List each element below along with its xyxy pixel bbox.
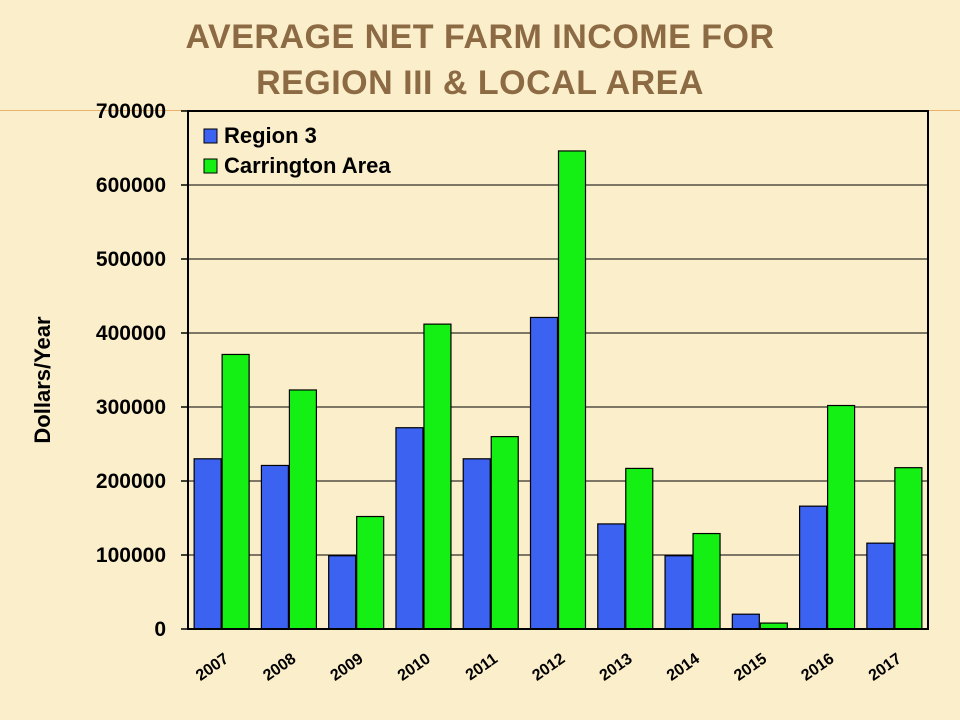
y-tick-label: 300000 xyxy=(96,396,166,419)
bar-region-3 xyxy=(328,555,357,630)
y-tick-label: 200000 xyxy=(96,470,166,493)
x-tick-label: 2014 xyxy=(664,650,703,684)
legend-swatch xyxy=(203,128,218,144)
bar-carrington-area xyxy=(692,532,721,630)
bar-region-3 xyxy=(731,613,760,630)
bar-region-3 xyxy=(260,464,290,630)
x-tick-label: 2015 xyxy=(731,650,770,684)
x-tick-label: 2008 xyxy=(260,650,299,684)
bar-region-3 xyxy=(395,427,424,630)
bar-region-3 xyxy=(866,542,895,630)
legend-swatch xyxy=(203,158,218,174)
bar-region-3 xyxy=(597,523,626,630)
x-tick-label: 2017 xyxy=(866,650,905,684)
bar-region-3 xyxy=(193,458,222,630)
y-tick-label: 700000 xyxy=(96,100,166,123)
chart-title: AVERAGE NET FARM INCOME FOR REGION III &… xyxy=(0,14,960,106)
x-tick-label: 2016 xyxy=(798,650,837,684)
x-tick-label: 2011 xyxy=(463,650,501,684)
bar-carrington-area xyxy=(423,323,452,630)
x-tick-label: 2013 xyxy=(597,650,636,684)
bar-carrington-area xyxy=(826,404,856,630)
bar-carrington-area xyxy=(490,436,519,630)
y-tick-label: 400000 xyxy=(96,322,166,345)
bar-carrington-area xyxy=(894,467,923,630)
bar-region-3 xyxy=(664,555,693,630)
y-tick-label: 600000 xyxy=(96,174,166,197)
x-tick-label: 2010 xyxy=(395,650,434,684)
legend-label: Carrington Area xyxy=(224,153,391,178)
title-line-2: REGION III & LOCAL AREA xyxy=(256,64,704,102)
x-tick-label: 2012 xyxy=(529,650,568,684)
bar-carrington-area xyxy=(288,389,318,630)
bar-carrington-area xyxy=(557,150,587,630)
legend-label: Region 3 xyxy=(224,123,317,148)
title-line-1: AVERAGE NET FARM INCOME FOR xyxy=(185,18,775,56)
bar-carrington-area xyxy=(221,353,250,630)
y-tick-label: 100000 xyxy=(96,544,166,567)
y-tick-label: 0 xyxy=(154,618,166,641)
x-tick-label: 2009 xyxy=(328,650,367,684)
bar-carrington-area xyxy=(625,467,654,630)
x-tick-label: 2007 xyxy=(193,650,232,684)
y-axis-label: Dollars/Year xyxy=(30,316,55,444)
y-tick-label: 500000 xyxy=(96,248,166,271)
bar-region-3 xyxy=(462,458,491,630)
bar-region-3 xyxy=(798,505,828,630)
bar-region-3 xyxy=(529,316,559,630)
plot-frame xyxy=(187,110,929,630)
bar-carrington-area xyxy=(356,515,385,630)
